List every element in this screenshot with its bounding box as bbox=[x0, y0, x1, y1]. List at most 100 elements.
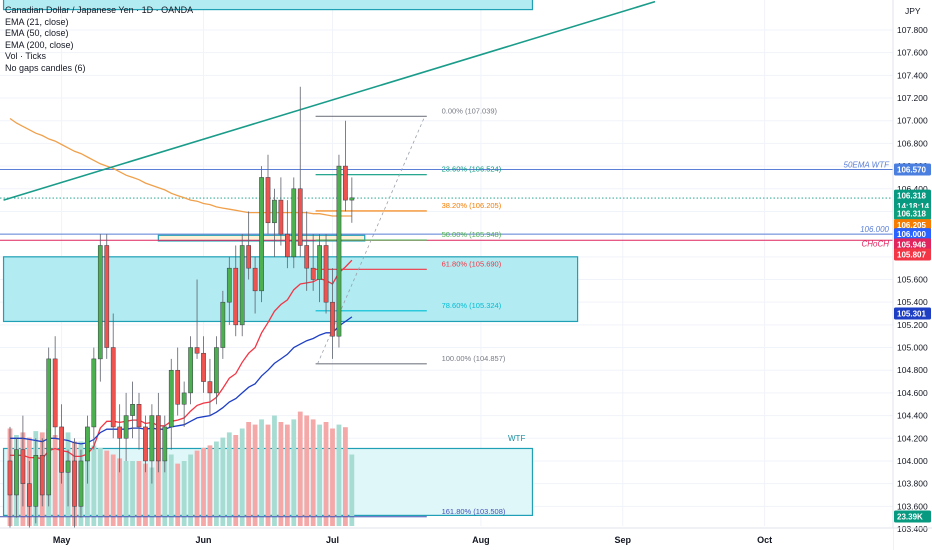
candle-body bbox=[214, 347, 219, 394]
price-tick-label: 105.600 bbox=[897, 275, 928, 285]
volume-bar bbox=[233, 435, 239, 526]
price-tick-label: 106.400 bbox=[897, 184, 928, 194]
volume-bar bbox=[297, 411, 303, 526]
volume-bar bbox=[317, 424, 322, 526]
price-tag-box bbox=[894, 307, 931, 320]
candle-body bbox=[317, 245, 322, 280]
volume-bar bbox=[252, 424, 258, 526]
zone-box bbox=[2, 0, 534, 11]
candle-body bbox=[310, 267, 316, 280]
price-tick-label: 103.800 bbox=[897, 479, 928, 489]
fib-label: 100.00% (104.857) bbox=[442, 354, 506, 363]
time-tick-label: Aug bbox=[472, 535, 490, 545]
price-tag-box bbox=[894, 510, 931, 523]
candle-body bbox=[110, 347, 116, 428]
price-tag-text: 106.318 bbox=[897, 210, 926, 219]
candle-body bbox=[72, 460, 77, 507]
volume-bar bbox=[246, 422, 252, 526]
fib-label: 61.80% (105.690) bbox=[442, 259, 502, 268]
volume-bar bbox=[175, 463, 181, 526]
candle-body bbox=[349, 197, 355, 201]
candle-body bbox=[323, 245, 329, 303]
price-tick-label: 103.400 bbox=[897, 524, 928, 534]
candle-body bbox=[297, 188, 303, 246]
price-tick-label: 107.200 bbox=[897, 93, 928, 103]
candle-body bbox=[291, 188, 297, 258]
volume-bar bbox=[214, 441, 219, 526]
price-tag-text: 106.205 bbox=[897, 221, 926, 230]
price-tag-text: 105.807 bbox=[897, 251, 926, 260]
candle-body bbox=[27, 483, 32, 507]
candle-body bbox=[201, 352, 206, 382]
symbol-title[interactable]: Canadian Dollar / Japanese Yen · 1D · OA… bbox=[5, 5, 194, 15]
candle-body bbox=[65, 460, 71, 473]
time-tick-label: May bbox=[53, 535, 71, 545]
volume-bar bbox=[123, 461, 129, 526]
volume-bar bbox=[310, 419, 316, 526]
volume-bar bbox=[239, 428, 245, 526]
price-tick-label: 105.000 bbox=[897, 343, 928, 353]
volume-bar bbox=[291, 419, 297, 526]
indicator-ema200[interactable]: EMA (200, close) bbox=[5, 39, 74, 50]
volume-bar bbox=[272, 415, 277, 526]
price-tick-label: 105.200 bbox=[897, 320, 928, 330]
indicator-volume[interactable]: Vol · Ticks bbox=[5, 51, 47, 61]
trendline bbox=[3, 0, 656, 201]
chart-legend: Canadian Dollar / Japanese Yen · 1D · OA… bbox=[5, 5, 193, 74]
indicator-ema21[interactable]: EMA (21, close) bbox=[5, 16, 69, 27]
hline-label: 106.000 bbox=[860, 225, 889, 234]
candle-body bbox=[123, 415, 129, 439]
indicator-ema50[interactable]: EMA (50, close) bbox=[5, 28, 69, 38]
candle-body bbox=[285, 233, 290, 258]
candle-body bbox=[194, 347, 200, 354]
price-tick-label: 106.800 bbox=[897, 138, 928, 148]
volume-bar bbox=[136, 461, 142, 526]
price-tick-label: 107.400 bbox=[897, 70, 928, 80]
candle-body bbox=[7, 460, 13, 496]
hline-label: 50EMA WTF bbox=[844, 160, 891, 169]
candles bbox=[7, 86, 355, 541]
candle-body bbox=[97, 245, 103, 360]
volume-bar bbox=[336, 424, 342, 526]
candle-body bbox=[239, 245, 245, 326]
trend-line bbox=[3, 0, 656, 201]
volume-bar bbox=[91, 445, 97, 526]
volume-bar bbox=[259, 419, 264, 526]
candle-body bbox=[117, 426, 123, 439]
candle-body bbox=[168, 369, 174, 428]
time-tick-label: Jul bbox=[326, 535, 339, 545]
indicator-no-gaps[interactable]: No gaps candles (6) bbox=[5, 62, 86, 73]
candle-body bbox=[304, 245, 310, 269]
candle-body bbox=[233, 267, 239, 326]
candle-body bbox=[136, 404, 142, 428]
volume-bar bbox=[194, 450, 200, 526]
time-tick-label: Jun bbox=[195, 535, 211, 545]
volume-bar bbox=[349, 454, 355, 526]
volume-bar bbox=[117, 458, 123, 526]
price-axis: JPY 107.800 107.600 107.400 107.200 107.000 10… bbox=[892, 0, 932, 550]
price-tick-label: 104.600 bbox=[897, 388, 928, 398]
candle-body bbox=[343, 165, 348, 201]
price-tag-box bbox=[894, 228, 931, 241]
candle-body bbox=[265, 177, 271, 224]
candle-body bbox=[130, 404, 135, 416]
hline-label: CHoCH bbox=[861, 239, 889, 248]
ema-line bbox=[10, 259, 353, 460]
candle-body bbox=[156, 415, 161, 462]
time-tick-label: Sep bbox=[614, 535, 631, 545]
price-tick-label: 107.600 bbox=[897, 48, 928, 58]
price-tags: 106.570106.31814:18:14106.318106.205106.… bbox=[894, 163, 931, 523]
time-tick-label: Oct bbox=[757, 535, 772, 545]
fib-label: 78.60% (105.324) bbox=[442, 301, 502, 310]
fib-label: 38.20% (106.205) bbox=[442, 201, 502, 210]
volume-bar bbox=[149, 467, 155, 526]
volume-bar bbox=[284, 424, 290, 526]
candle-body bbox=[336, 165, 342, 337]
price-tag-text: 14:18:14 bbox=[897, 202, 930, 211]
price-tag-text: 106.000 bbox=[897, 230, 926, 239]
price-tag-box bbox=[894, 248, 931, 261]
candle-body bbox=[20, 449, 26, 484]
price-tick-label: 107.800 bbox=[897, 25, 928, 35]
currency-label: JPY bbox=[905, 6, 921, 16]
